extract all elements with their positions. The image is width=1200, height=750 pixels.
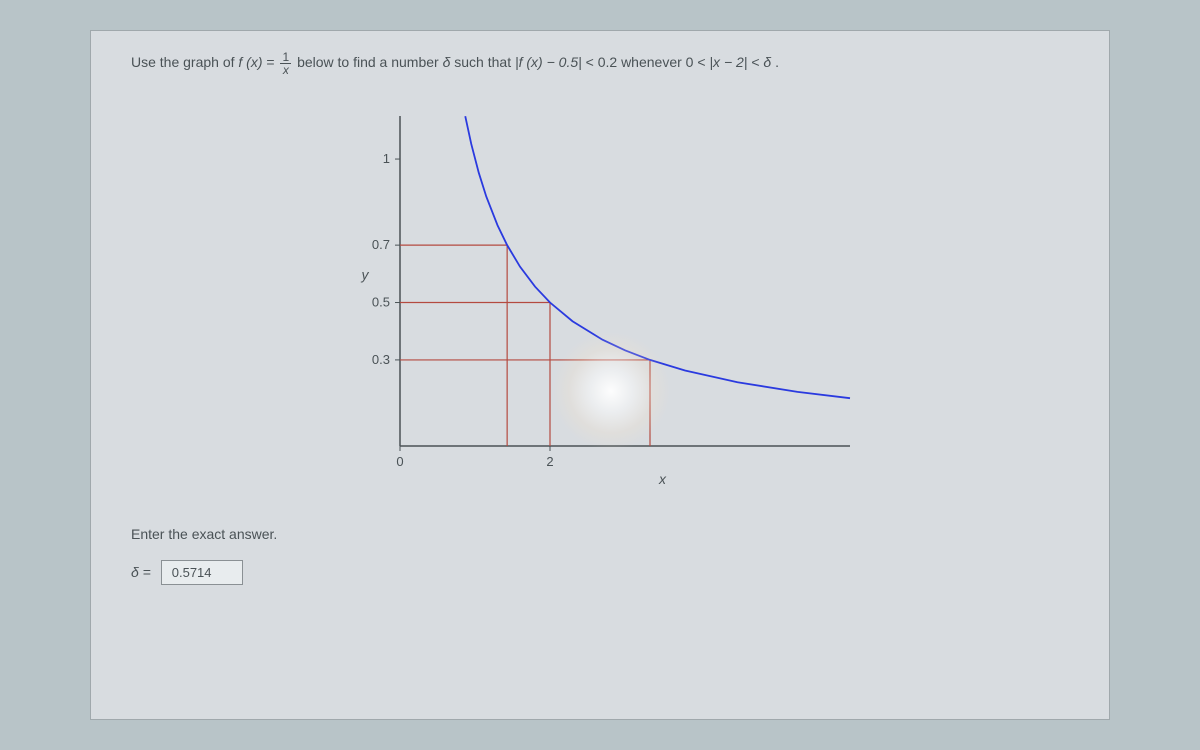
svg-text:0.3: 0.3 <box>372 352 390 367</box>
delta-input[interactable]: 0.5714 <box>161 560 243 585</box>
q-mid: below to find a number <box>297 54 443 70</box>
q-func: f (x) <box>238 54 262 70</box>
frac-den: x <box>280 64 291 76</box>
svg-text:0.5: 0.5 <box>372 295 390 310</box>
svg-text:x: x <box>658 471 667 487</box>
epsilon-delta-chart: 0.3 0.5 0.7 1 0 2 y x <box>340 96 860 496</box>
q-fraction: 1 x <box>280 51 291 76</box>
svg-text:0.7: 0.7 <box>372 237 390 252</box>
q-prefix: Use the graph of <box>131 54 238 70</box>
q-period: . <box>775 54 779 70</box>
q-delta: δ <box>443 54 451 70</box>
q-delta2: δ <box>763 54 771 70</box>
svg-text:2: 2 <box>546 454 553 469</box>
q-abs2: |x − 2| <box>709 54 747 70</box>
problem-panel: Use the graph of f (x) = 1 x below to fi… <box>90 30 1110 720</box>
chart-container: 0.3 0.5 0.7 1 0 2 y x <box>131 96 1069 496</box>
q-lt2: < <box>751 54 763 70</box>
answer-prompt: Enter the exact answer. <box>131 526 1069 542</box>
svg-text:0: 0 <box>396 454 403 469</box>
svg-text:y: y <box>361 267 370 283</box>
svg-text:1: 1 <box>383 151 390 166</box>
answer-block: Enter the exact answer. δ = 0.5714 <box>131 526 1069 585</box>
delta-label: δ = <box>131 564 151 580</box>
q-lt1: < 0.2 whenever 0 < <box>586 54 710 70</box>
q-after-delta: such that <box>454 54 515 70</box>
question-text: Use the graph of f (x) = 1 x below to fi… <box>131 51 1069 76</box>
q-abs1: |f (x) − 0.5| <box>515 54 582 70</box>
